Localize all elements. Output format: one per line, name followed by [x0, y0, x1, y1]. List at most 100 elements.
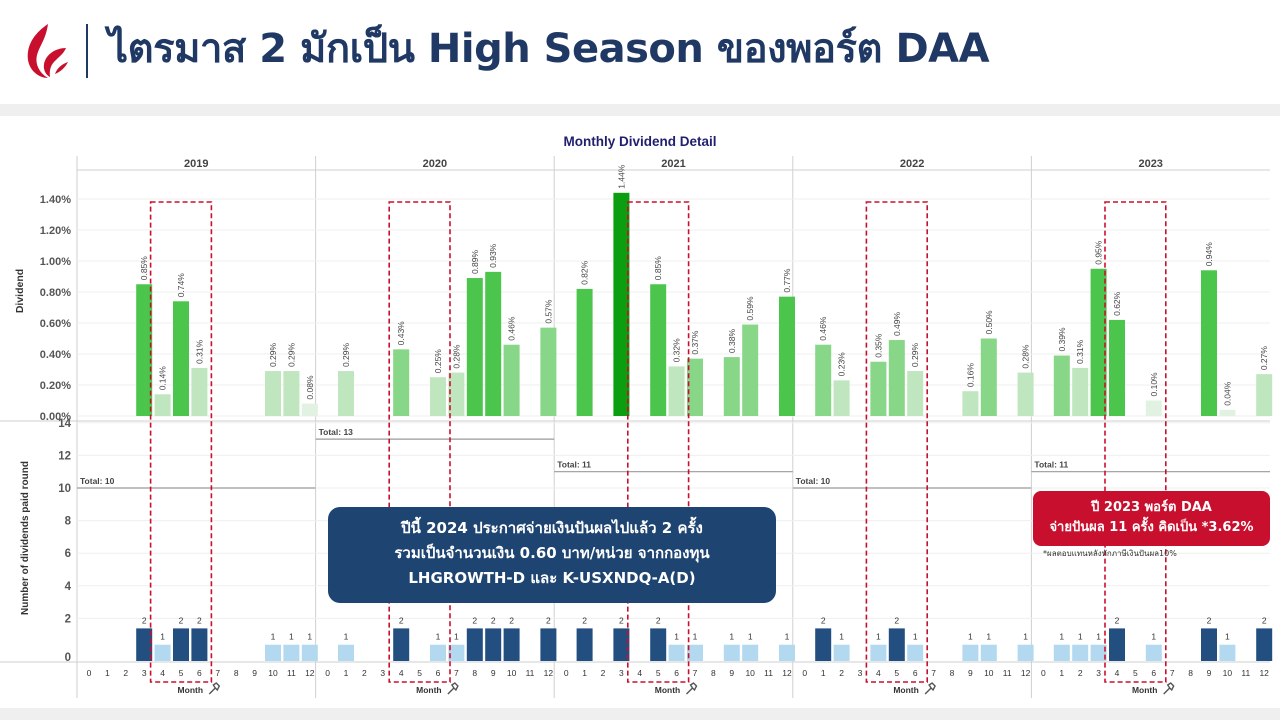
round-count-label: 1: [785, 632, 790, 642]
round-count-label: 1: [839, 632, 844, 642]
top-y-tick-label: 0.80%: [40, 287, 71, 299]
footer-band: [0, 708, 1280, 720]
round-count-label: 1: [344, 632, 349, 642]
round-count-bar: [870, 644, 887, 661]
q2-highlight-box: [388, 201, 451, 683]
x-axis-label: Month: [178, 685, 204, 695]
month-tick-label: 1: [105, 668, 110, 678]
dividend-data-label: 0.93%: [488, 243, 498, 268]
dividend-data-label: 0.38%: [727, 329, 737, 354]
dividend-data-label: 0.31%: [1075, 339, 1085, 364]
month-tick-label: 6: [1151, 668, 1156, 678]
round-count-label: 1: [913, 632, 918, 642]
month-tick-label: 8: [711, 668, 716, 678]
bottom-y-tick-label: 4: [65, 581, 72, 593]
round-count-label: 1: [1078, 632, 1083, 642]
round-count-label: 2: [582, 615, 587, 625]
round-count-label: 2: [894, 615, 899, 625]
round-count-label: 1: [968, 632, 973, 642]
q2-highlight-box: [865, 201, 929, 683]
month-tick-label: 9: [968, 668, 973, 678]
dividend-data-label: 0.14%: [158, 366, 168, 391]
round-count-label: 1: [674, 632, 679, 642]
dividend-bar: [503, 344, 520, 416]
callout-line-3: LHGROWTH-D และ K-USXNDQ-A(D): [408, 569, 696, 587]
dividend-data-label: 1.44%: [616, 164, 626, 189]
dividend-data-label: 0.89%: [470, 250, 480, 275]
bottom-y-tick-label: 8: [65, 516, 72, 528]
month-tick-label: 10: [1223, 668, 1233, 678]
round-count-bar: [613, 628, 630, 661]
dividend-bar: [1219, 409, 1236, 416]
top-y-tick-label: 0.20%: [40, 380, 71, 392]
month-tick-label: 2: [1078, 668, 1083, 678]
q2-highlight-box: [626, 201, 690, 683]
month-tick-label: 0: [87, 668, 92, 678]
round-count-label: 2: [142, 615, 147, 625]
dividend-data-label: 0.04%: [1222, 381, 1232, 406]
dividend-bar: [154, 394, 171, 416]
month-tick-label: 0: [325, 668, 330, 678]
total-label: Total: 11: [1034, 460, 1068, 470]
month-tick-label: 10: [984, 668, 994, 678]
round-count-label: 1: [693, 632, 698, 642]
dividend-bar: [870, 361, 887, 416]
year-label: 2021: [661, 158, 685, 170]
dividend-data-label: 0.59%: [745, 296, 755, 321]
round-count-label: 1: [1096, 632, 1101, 642]
month-tick-label: 7: [215, 668, 220, 678]
round-count-bar: [393, 628, 410, 661]
month-tick-label: 2: [839, 668, 844, 678]
dividend-bar: [687, 358, 703, 416]
month-tick-label: 5: [1133, 668, 1138, 678]
dividend-bar: [540, 327, 557, 416]
month-tick-label: 12: [544, 668, 554, 678]
month-tick-label: 2: [601, 668, 606, 678]
round-count-bar: [338, 644, 354, 661]
bottom-y-tick-label: 0: [65, 652, 71, 664]
month-tick-label: 6: [674, 668, 679, 678]
round-count-bar: [1109, 628, 1125, 661]
round-count-label: 2: [509, 615, 514, 625]
round-count-bar: [283, 644, 300, 661]
top-y-axis-label: Dividend: [14, 269, 26, 313]
round-count-bar: [1145, 644, 1162, 661]
dividend-bar: [907, 371, 924, 416]
pin-icon: [208, 682, 221, 695]
dividend-data-label: 0.39%: [1057, 327, 1067, 352]
dividend-bar: [1053, 355, 1070, 416]
dividend-bar: [1145, 400, 1162, 416]
round-count-bar: [1201, 628, 1217, 661]
round-count-bar: [1256, 628, 1273, 661]
dividend-data-label: 0.95%: [1094, 240, 1104, 265]
round-count-bar: [1219, 644, 1236, 661]
month-tick-label: 11: [764, 668, 773, 678]
dividend-data-label: 0.29%: [286, 343, 296, 368]
dividend-bar: [136, 284, 153, 416]
callout-line-1: ปีนี้ 2024 ประกาศจ่ายเงินปันผลไปแล้ว 2 ค…: [401, 519, 703, 537]
round-count-bar: [448, 644, 465, 661]
round-count-bar: [1090, 644, 1107, 661]
dividend-data-label: 0.29%: [910, 343, 920, 368]
month-tick-label: 8: [950, 668, 955, 678]
round-count-bar: [907, 644, 924, 661]
month-tick-label: 3: [380, 668, 385, 678]
round-count-label: 1: [1059, 632, 1064, 642]
round-count-label: 2: [399, 615, 404, 625]
dividend-data-label: 0.43%: [396, 321, 406, 346]
round-count-bar: [980, 644, 997, 661]
dividend-bar: [1109, 319, 1125, 416]
dividend-data-label: 0.77%: [782, 268, 792, 293]
dividend-data-label: 0.25%: [433, 349, 443, 374]
month-tick-label: 1: [1059, 668, 1064, 678]
month-tick-label: 1: [821, 668, 826, 678]
dividend-bar: [1072, 367, 1089, 416]
dividend-bar: [742, 324, 759, 416]
dividend-data-label: 0.85%: [139, 256, 149, 281]
month-tick-label: 3: [142, 668, 147, 678]
month-tick-label: 7: [454, 668, 459, 678]
round-count-bar: [540, 628, 557, 661]
round-count-bar: [503, 628, 520, 661]
brand-logo-icon: [27, 24, 68, 78]
month-tick-label: 7: [693, 668, 698, 678]
